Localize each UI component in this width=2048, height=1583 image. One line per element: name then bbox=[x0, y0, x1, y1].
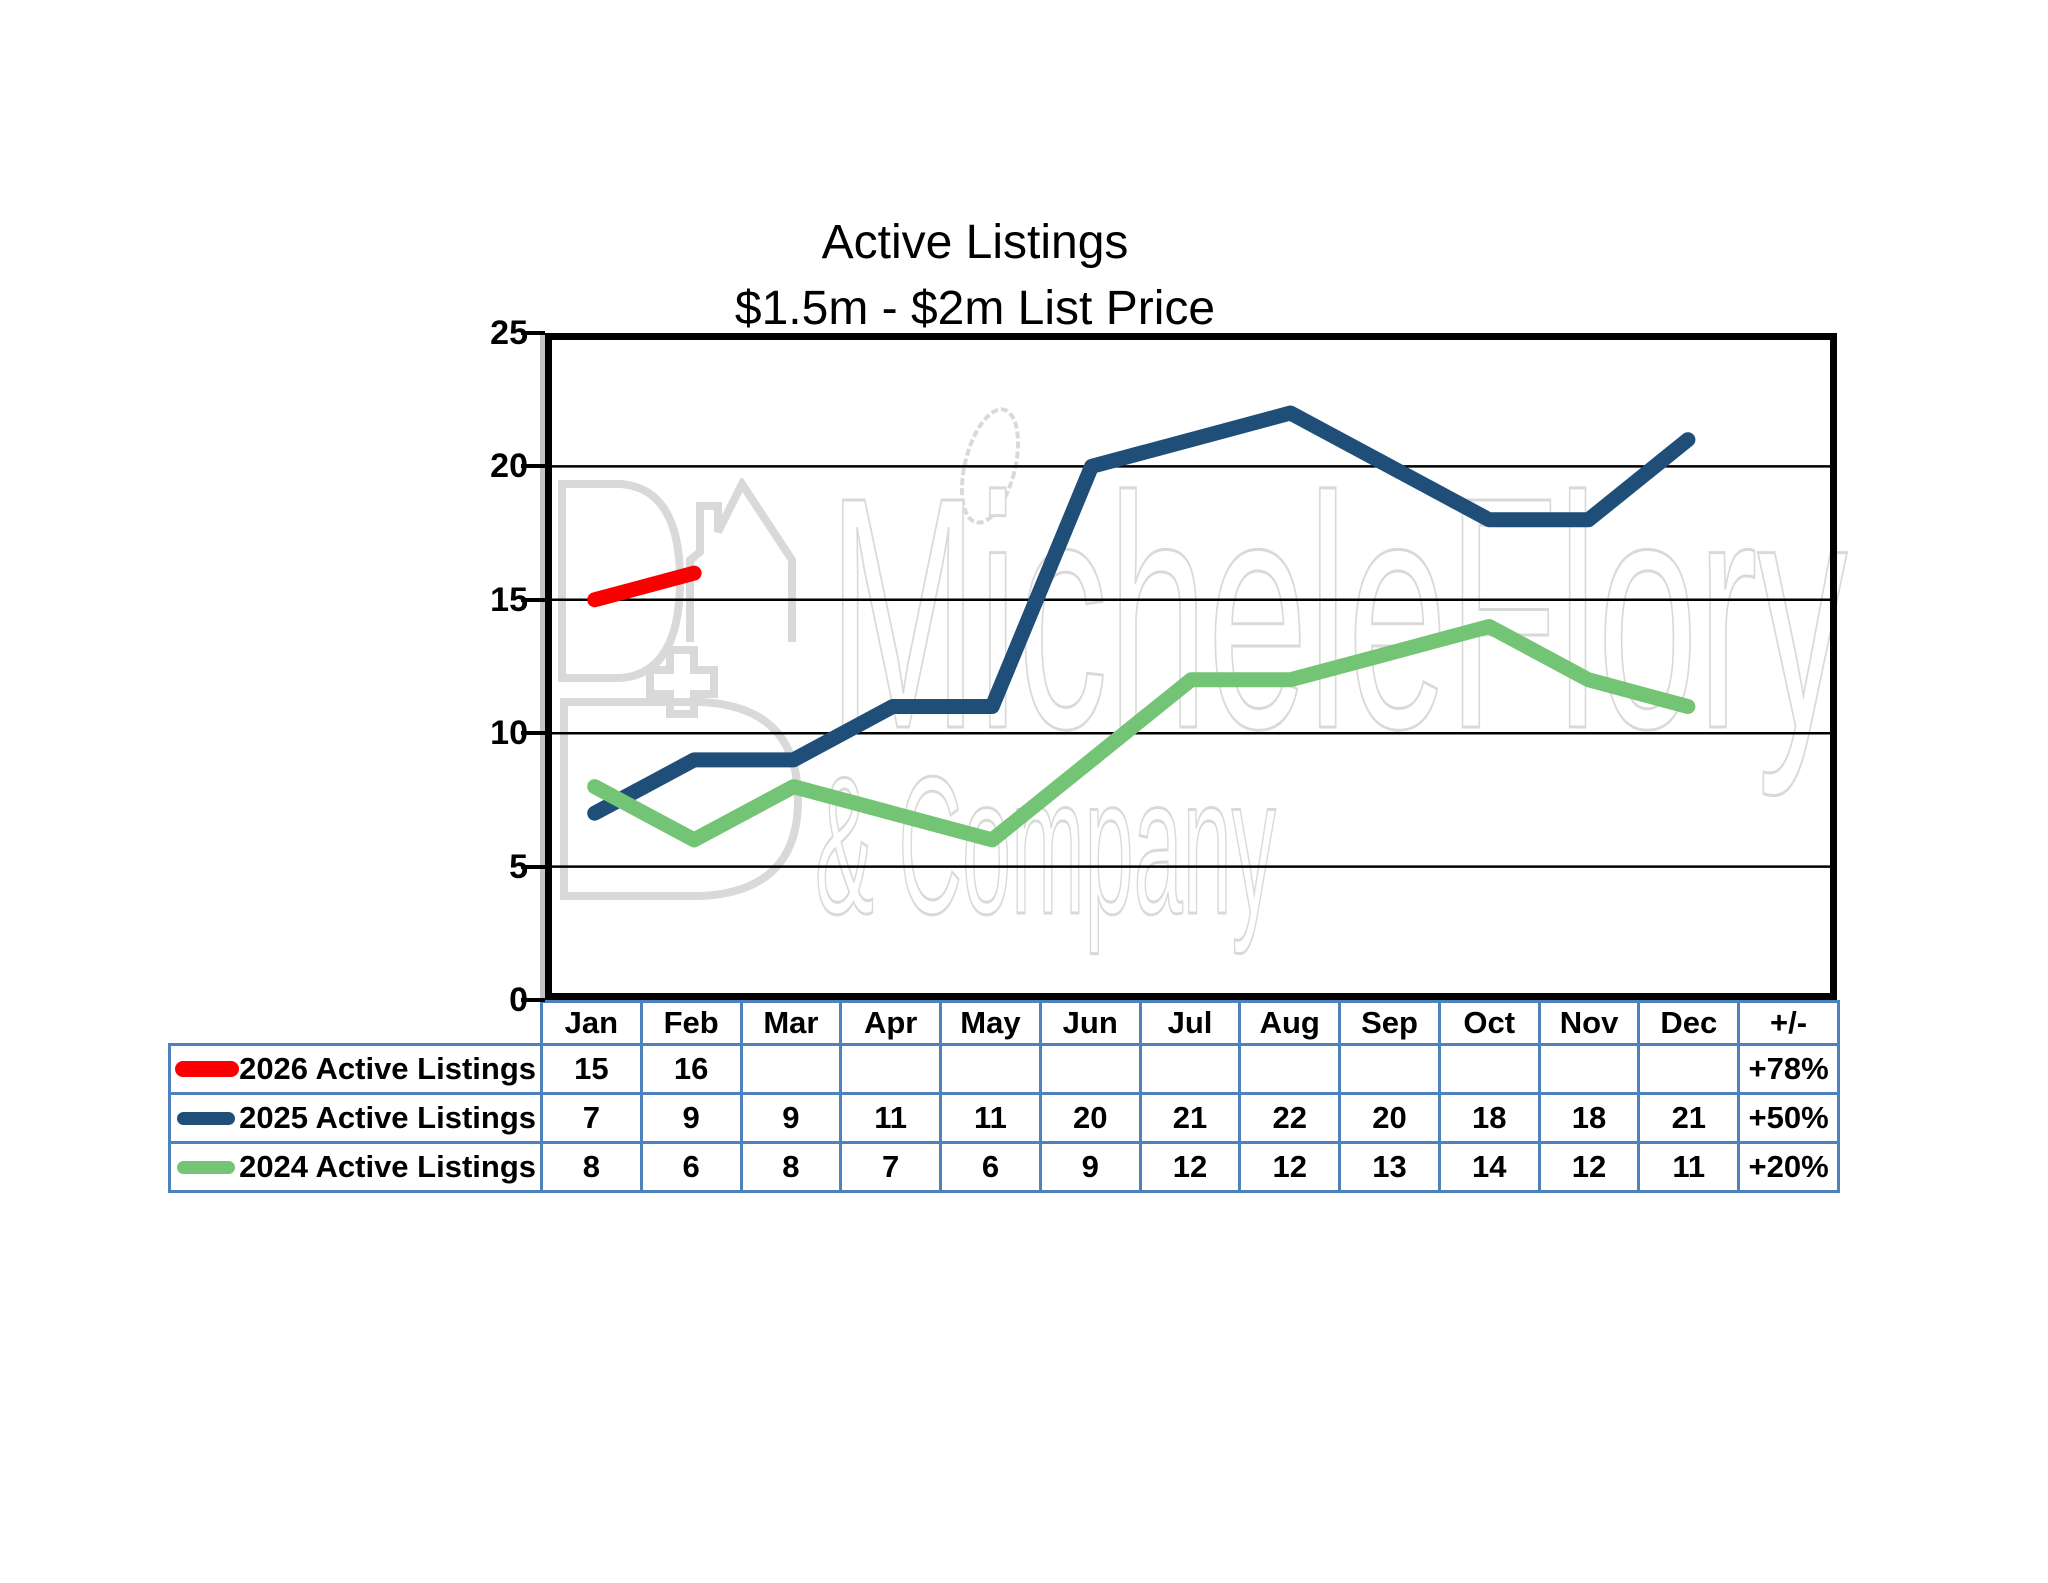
month-header-Nov: Nov bbox=[1537, 1000, 1641, 1046]
month-header-Dec: Dec bbox=[1637, 1000, 1741, 1046]
value-cell-Nov: 12 bbox=[1537, 1141, 1641, 1193]
y-axis-label-20: 20 bbox=[490, 447, 528, 486]
logo-bottom-d-shape bbox=[560, 698, 803, 900]
y-axis-tick-20 bbox=[521, 464, 545, 469]
value-cell-Apr: 7 bbox=[839, 1141, 943, 1193]
value-cell-Jun bbox=[1038, 1043, 1142, 1095]
series-line-2025 bbox=[587, 405, 1696, 821]
watermark-logo bbox=[558, 478, 803, 900]
table-row-2026: 2026 Active Listings 15 16 +78% bbox=[168, 1043, 1840, 1095]
plus-minus-header: +/- bbox=[1737, 1000, 1840, 1046]
y-axis-tick-0 bbox=[521, 998, 545, 1002]
watermark-name-text: MicheleFlory bbox=[827, 428, 1848, 797]
plot-area bbox=[545, 333, 1837, 1000]
value-cell-Mar: 9 bbox=[739, 1092, 843, 1144]
legend-cell: 2026 Active Listings bbox=[168, 1043, 543, 1095]
month-header-Mar: Mar bbox=[739, 1000, 843, 1046]
value-cell-Jun: 20 bbox=[1038, 1092, 1142, 1144]
value-cell-Sep: 13 bbox=[1338, 1141, 1441, 1193]
y-axis-tick-5 bbox=[521, 864, 545, 869]
chart-title: Active Listings $1.5m - $2m List Price bbox=[375, 210, 1575, 342]
value-cell-Sep: 20 bbox=[1338, 1092, 1441, 1144]
legend-swatch-2026-icon bbox=[175, 1061, 240, 1077]
value-cell-Jan: 15 bbox=[540, 1043, 643, 1095]
value-cell-Oct: 14 bbox=[1437, 1141, 1541, 1193]
month-header-Sep: Sep bbox=[1338, 1000, 1441, 1046]
value-cell-Mar bbox=[739, 1043, 843, 1095]
value-cell-Apr bbox=[839, 1043, 943, 1095]
y-axis-tick-25 bbox=[521, 331, 545, 335]
plus-icon bbox=[646, 646, 718, 718]
value-cell-Aug: 22 bbox=[1238, 1092, 1342, 1144]
value-cell-Aug bbox=[1238, 1043, 1342, 1095]
legend-cell: 2024 Active Listings bbox=[168, 1141, 543, 1193]
y-axis-label-15: 15 bbox=[490, 580, 528, 619]
chart-title-line2: $1.5m - $2m List Price bbox=[734, 282, 1216, 335]
value-cell-Aug: 12 bbox=[1238, 1141, 1342, 1193]
legend-label: 2024 Active Listings bbox=[239, 1149, 536, 1184]
table-row-2024: 2024 Active Listings 8 6 8 7 6 9 12 12 13 14 12 11 +2… bbox=[168, 1141, 1840, 1193]
value-cell-Feb: 16 bbox=[639, 1043, 743, 1095]
chart-canvas bbox=[545, 405, 1837, 868]
value-cell-Jun: 9 bbox=[1038, 1141, 1142, 1193]
value-cell-Dec: 21 bbox=[1637, 1092, 1741, 1144]
value-cell-Apr: 11 bbox=[839, 1092, 943, 1144]
month-header-May: May bbox=[939, 1000, 1042, 1046]
legend-swatch-2024-icon bbox=[177, 1160, 235, 1174]
y-axis-label-0: 0 bbox=[509, 981, 528, 1019]
legend-label: 2025 Active Listings bbox=[239, 1100, 536, 1135]
y-axis-tick-15 bbox=[521, 597, 545, 602]
value-cell-May: 6 bbox=[939, 1141, 1042, 1193]
legend-cell: 2025 Active Listings bbox=[168, 1092, 543, 1144]
month-header-Jan: Jan bbox=[540, 1000, 643, 1046]
value-cell-Dec: 11 bbox=[1637, 1141, 1741, 1193]
value-cell-May: 11 bbox=[939, 1092, 1042, 1144]
month-header-Aug: Aug bbox=[1238, 1000, 1342, 1046]
month-header-Jul: Jul bbox=[1138, 1000, 1242, 1046]
value-cell-Oct: 18 bbox=[1437, 1092, 1541, 1144]
value-cell-Jan: 7 bbox=[540, 1092, 643, 1144]
value-cell-Jan: 8 bbox=[540, 1141, 643, 1193]
value-cell-Nov bbox=[1537, 1043, 1641, 1095]
value-cell-Jul: 12 bbox=[1138, 1141, 1242, 1193]
house-icon bbox=[686, 478, 796, 642]
value-cell-Mar: 8 bbox=[739, 1141, 843, 1193]
table-header-row: Jan Feb Mar Apr May Jun Jul Aug Sep Oct Nov Dec +/- bbox=[170, 1000, 1840, 1046]
y-axis-label-10: 10 bbox=[490, 714, 528, 753]
month-header-Oct: Oct bbox=[1437, 1000, 1541, 1046]
value-cell-Dec bbox=[1637, 1043, 1741, 1095]
leaf-icon bbox=[959, 407, 1021, 525]
value-cell-Sep bbox=[1338, 1043, 1441, 1095]
value-cell-Oct bbox=[1437, 1043, 1541, 1095]
change-cell: +50% bbox=[1737, 1092, 1840, 1144]
y-axis-label-5: 5 bbox=[509, 847, 528, 886]
value-cell-Nov: 18 bbox=[1537, 1092, 1641, 1144]
value-cell-Jul: 21 bbox=[1138, 1092, 1242, 1144]
legend-swatch-2025-icon bbox=[177, 1111, 235, 1125]
value-cell-Feb: 6 bbox=[639, 1141, 743, 1193]
y-axis-label-25: 25 bbox=[490, 314, 528, 352]
plot-border bbox=[545, 333, 1837, 1000]
change-cell: +20% bbox=[1737, 1141, 1840, 1193]
series-line-2026 bbox=[587, 565, 702, 608]
table-row-2025: 2025 Active Listings 7 9 9 11 11 20 21 22 20 18 18 2… bbox=[168, 1092, 1840, 1144]
chart-title-line1: Active Listings bbox=[821, 216, 1129, 269]
series-line-2024 bbox=[587, 619, 1696, 848]
y-axis-tick-10 bbox=[521, 731, 545, 736]
change-cell: +78% bbox=[1737, 1043, 1840, 1095]
chart-data-table: Jan Feb Mar Apr May Jun Jul Aug Sep Oct Nov Dec +/- 2… bbox=[168, 1000, 1840, 1193]
month-header-Apr: Apr bbox=[839, 1000, 943, 1046]
value-cell-Feb: 9 bbox=[639, 1092, 743, 1144]
watermark-company-text: & Company bbox=[814, 736, 1276, 955]
month-header-Jun: Jun bbox=[1038, 1000, 1142, 1046]
legend-label: 2026 Active Listings bbox=[239, 1051, 536, 1086]
value-cell-May bbox=[939, 1043, 1042, 1095]
value-cell-Jul bbox=[1138, 1043, 1242, 1095]
month-header-Feb: Feb bbox=[639, 1000, 743, 1046]
